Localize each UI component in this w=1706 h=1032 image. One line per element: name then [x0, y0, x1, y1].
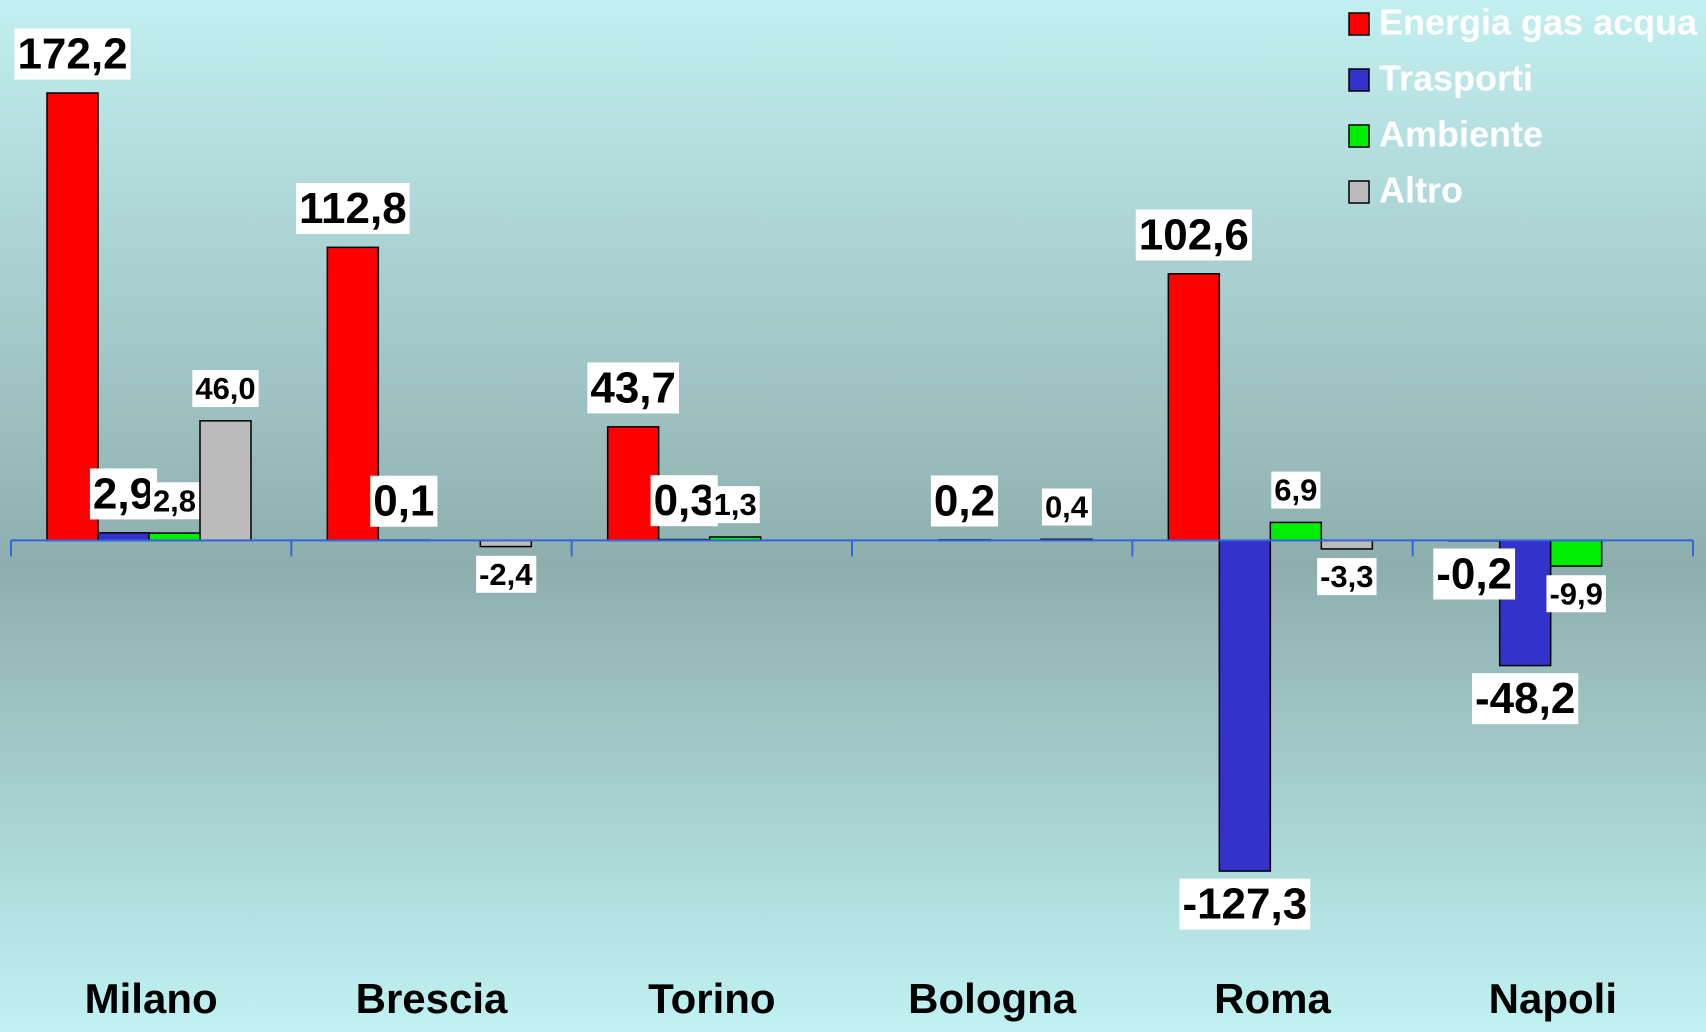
data-label-group: -2,4 [476, 555, 537, 593]
data-label-group: 46,0 [192, 370, 259, 408]
data-label-group: 2,9 [89, 468, 158, 520]
data-label: 43,7 [590, 363, 676, 412]
bar [1167, 273, 1221, 542]
data-label-box [192, 370, 259, 408]
legend-swatch [1348, 12, 1370, 36]
data-label-box [1135, 209, 1252, 261]
bar [1549, 539, 1603, 567]
bar [606, 426, 660, 542]
data-label: 0,4 [1045, 490, 1089, 525]
data-label-box [1472, 673, 1579, 725]
data-label-box [89, 468, 158, 520]
data-label-box [710, 486, 760, 524]
data-label-group: 1,3 [710, 486, 760, 524]
bar [1269, 521, 1323, 542]
x-tick-label: Roma [1214, 975, 1331, 1022]
legend-swatch [1348, 180, 1370, 204]
data-label-box [1546, 575, 1606, 613]
data-label: 0,1 [373, 477, 434, 526]
legend-label: Trasporti [1379, 58, 1533, 99]
data-label-box [1317, 558, 1377, 596]
data-label-box [295, 182, 410, 234]
bar [97, 532, 150, 542]
data-label: 6,9 [1274, 473, 1317, 508]
x-tick-label: Torino [648, 975, 776, 1022]
data-label-group: 2,8 [149, 482, 200, 520]
data-label-group: -127,3 [1179, 878, 1311, 930]
bar [199, 420, 252, 542]
legend-swatch [1348, 124, 1370, 148]
legend-label: Altro [1379, 170, 1463, 211]
data-label-box [1179, 878, 1311, 930]
data-label-box [149, 482, 200, 520]
data-label: 102,6 [1139, 210, 1249, 259]
data-label: -9,9 [1549, 576, 1602, 611]
x-tick-label: Milano [85, 975, 218, 1022]
data-label: 0,3 [654, 476, 715, 525]
legend-label: Energia gas acqua [1379, 2, 1698, 43]
data-label-group: 102,6 [1135, 209, 1252, 261]
data-label: -127,3 [1182, 880, 1307, 929]
x-tick-label: Napoli [1489, 975, 1617, 1022]
data-label-box [476, 555, 537, 593]
data-label-box [14, 28, 131, 80]
bar [326, 246, 380, 542]
data-label-group: 43,7 [587, 362, 679, 414]
data-label-group: -3,3 [1317, 558, 1377, 596]
data-label-group: 172,2 [14, 28, 131, 80]
data-label: 0,2 [934, 476, 995, 525]
data-label-group: 0,1 [370, 475, 438, 527]
bar [1218, 539, 1272, 872]
data-label-box [1433, 548, 1516, 600]
data-label-group: 6,9 [1271, 471, 1321, 509]
data-label-group: 0,4 [1041, 488, 1092, 526]
data-label-box [1041, 488, 1092, 526]
data-label: 1,3 [714, 487, 757, 522]
data-label-box [587, 362, 679, 414]
data-label: -2,4 [479, 557, 533, 592]
data-label-group: 0,3 [650, 475, 718, 527]
data-label: 2,8 [153, 483, 196, 518]
data-label-box [1271, 471, 1321, 509]
data-label: -0,2 [1436, 549, 1512, 598]
data-label-box [370, 475, 438, 527]
data-label-group: -48,2 [1472, 673, 1579, 725]
legend-label: Ambiente [1379, 114, 1543, 155]
data-label: -48,2 [1475, 674, 1575, 723]
data-label: 112,8 [299, 184, 407, 233]
data-label-group: 0,2 [930, 475, 999, 527]
data-label-box [930, 475, 999, 527]
data-label-group: -9,9 [1546, 575, 1606, 613]
bar [1320, 539, 1374, 550]
data-label-group: -0,2 [1433, 548, 1516, 600]
data-label: 2,9 [93, 469, 154, 518]
x-tick-label: Bologna [908, 975, 1077, 1022]
data-label: -3,3 [1320, 559, 1373, 594]
bar [46, 92, 99, 542]
legend-swatch [1348, 68, 1370, 92]
data-label: 172,2 [17, 30, 127, 79]
data-label-box [650, 475, 718, 527]
x-tick-label: Brescia [356, 975, 508, 1022]
data-label: 46,0 [195, 371, 255, 406]
data-label-group: 112,8 [295, 182, 410, 234]
bar [148, 532, 201, 542]
